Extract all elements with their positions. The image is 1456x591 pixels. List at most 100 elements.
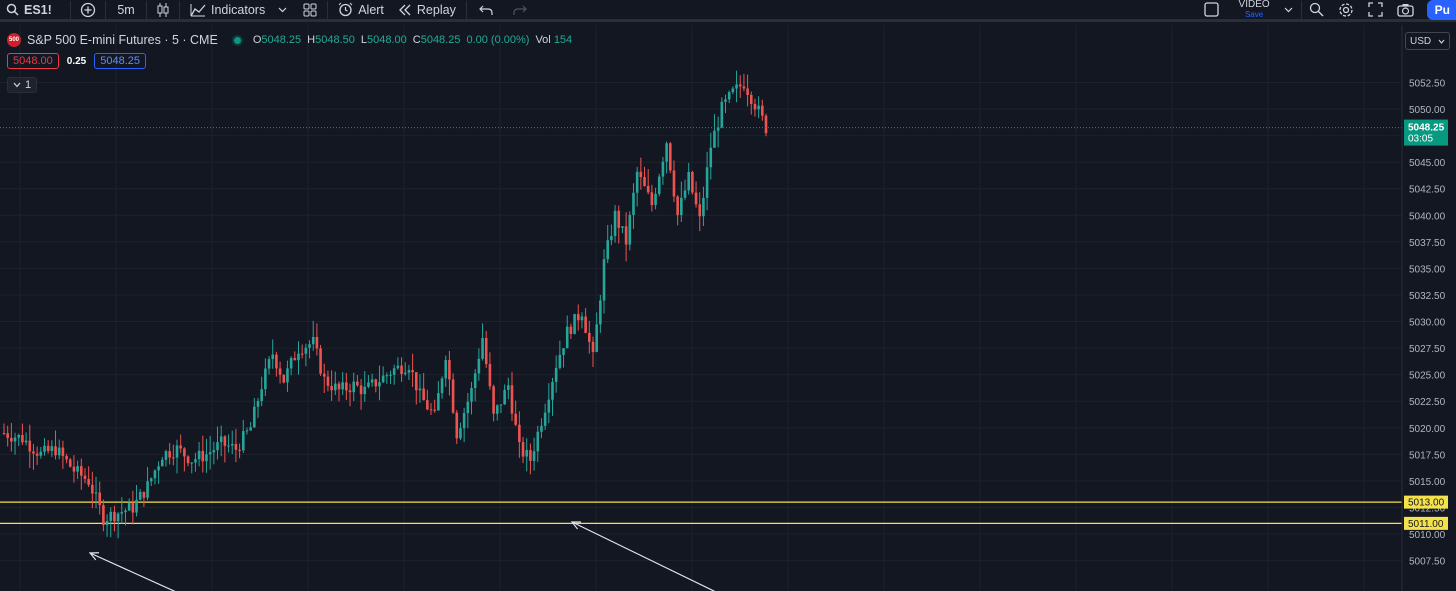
- candle: [227, 434, 230, 453]
- candle: [10, 422, 13, 452]
- candle: [599, 294, 602, 333]
- video-save-button[interactable]: VIDEO Save: [1239, 0, 1270, 19]
- indicators-button[interactable]: Indicators: [180, 1, 293, 19]
- candle: [194, 452, 197, 472]
- candle: [124, 508, 127, 526]
- candle: [43, 438, 46, 456]
- volume-key: Vol: [535, 34, 551, 46]
- candle: [716, 116, 720, 148]
- chart-pane[interactable]: 5052.505050.005047.505045.005042.505040.…: [0, 25, 1456, 591]
- video-label: VIDEO: [1238, 0, 1270, 10]
- spread-value: 0.25: [66, 55, 87, 67]
- candle: [429, 403, 433, 415]
- low-value: 5048.00: [366, 34, 407, 46]
- candle: [392, 364, 396, 385]
- candle: [499, 404, 503, 413]
- buy-sell-panel: 5048.00 0.25 5048.25: [7, 53, 146, 69]
- price-chart[interactable]: 5052.505050.005047.505045.005042.505040.…: [0, 25, 1456, 591]
- candle: [278, 361, 282, 384]
- candle: [742, 73, 746, 92]
- alert-button[interactable]: Alert: [328, 1, 390, 19]
- plus-circle-icon: [80, 2, 96, 18]
- quick-search-button[interactable]: [1302, 1, 1331, 19]
- candle: [326, 370, 330, 392]
- price-tick-label: 5037.50: [1409, 238, 1446, 249]
- candle: [168, 443, 171, 465]
- indicators-collapse-button[interactable]: 1: [7, 77, 38, 93]
- candle: [127, 498, 131, 511]
- price-axis[interactable]: 5052.505050.005047.505045.005042.505040.…: [1401, 25, 1456, 591]
- replay-button[interactable]: Replay: [390, 1, 462, 19]
- zoom-search-icon: [1309, 2, 1324, 17]
- candle: [588, 320, 591, 354]
- arrow-annotation[interactable]: [88, 552, 205, 591]
- candle: [230, 430, 234, 455]
- candle: [459, 422, 462, 441]
- symbol-title[interactable]: S&P 500 E-mini Futures · 5 · CME: [27, 33, 218, 47]
- buy-button[interactable]: 5048.25: [94, 53, 146, 69]
- svg-text:5048.25: 5048.25: [1408, 123, 1445, 134]
- candle: [613, 205, 617, 243]
- price-tick-label: 5012.50: [1409, 503, 1446, 514]
- symbol-legend[interactable]: 500 S&P 500 E-mini Futures · 5 · CME O50…: [7, 33, 572, 47]
- horizontal-levels[interactable]: [0, 501, 1402, 524]
- chart-grid: [0, 25, 1402, 591]
- market-open-indicator: [233, 36, 241, 44]
- candle: [348, 383, 352, 407]
- replay-label: Replay: [416, 2, 456, 17]
- candle: [297, 341, 300, 375]
- candle: [13, 432, 17, 455]
- candle: [738, 75, 742, 98]
- candle: [481, 323, 484, 361]
- candle: [650, 184, 654, 212]
- candle: [300, 344, 304, 359]
- snapshot-button[interactable]: [1390, 1, 1421, 19]
- settings-button[interactable]: [1331, 1, 1361, 19]
- candle: [28, 424, 32, 468]
- candle: [345, 372, 348, 400]
- candle: [149, 477, 153, 487]
- alert-label: Alert: [358, 2, 384, 17]
- candle: [403, 362, 407, 376]
- candle: [668, 142, 672, 174]
- price-tick-label: 5032.50: [1409, 291, 1446, 302]
- candle: [39, 446, 43, 459]
- candle: [749, 91, 753, 115]
- candle: [488, 352, 492, 390]
- candle: [455, 410, 459, 444]
- fullscreen-button[interactable]: [1361, 1, 1390, 19]
- arrow-annotations[interactable]: [88, 521, 718, 591]
- candle: [293, 351, 297, 361]
- toolbar-divider: [465, 0, 467, 19]
- compare-symbol-button[interactable]: [71, 1, 105, 19]
- close-value: 5048.25: [420, 34, 461, 46]
- sell-button[interactable]: 5048.00: [7, 53, 59, 69]
- candle: [536, 425, 540, 462]
- candle: [407, 364, 411, 381]
- arrow-annotation[interactable]: [570, 521, 718, 591]
- layout-select-button[interactable]: [1198, 1, 1225, 19]
- layouts-button[interactable]: [293, 1, 327, 19]
- chart-type-button[interactable]: [147, 1, 179, 19]
- candles: [2, 70, 768, 539]
- publish-button[interactable]: Pu: [1426, 0, 1456, 20]
- candle: [551, 377, 554, 416]
- candle: [367, 374, 370, 389]
- candle: [72, 455, 76, 483]
- candle: [591, 336, 595, 368]
- interval-button[interactable]: 5m: [117, 2, 135, 17]
- candle: [646, 169, 650, 195]
- save-menu-button[interactable]: [1270, 1, 1301, 19]
- candle: [186, 455, 190, 467]
- price-tick-label: 5042.50: [1409, 185, 1446, 196]
- candle: [341, 372, 344, 395]
- candle: [547, 383, 551, 424]
- symbol-search-button[interactable]: ES1!: [0, 1, 70, 19]
- currency-select[interactable]: USD: [1405, 32, 1450, 50]
- price-tick-label: 5040.00: [1409, 211, 1446, 222]
- candle: [109, 507, 113, 538]
- candle: [219, 425, 223, 457]
- candle: [138, 489, 142, 501]
- redo-button[interactable]: [503, 1, 537, 19]
- undo-button[interactable]: [467, 1, 503, 19]
